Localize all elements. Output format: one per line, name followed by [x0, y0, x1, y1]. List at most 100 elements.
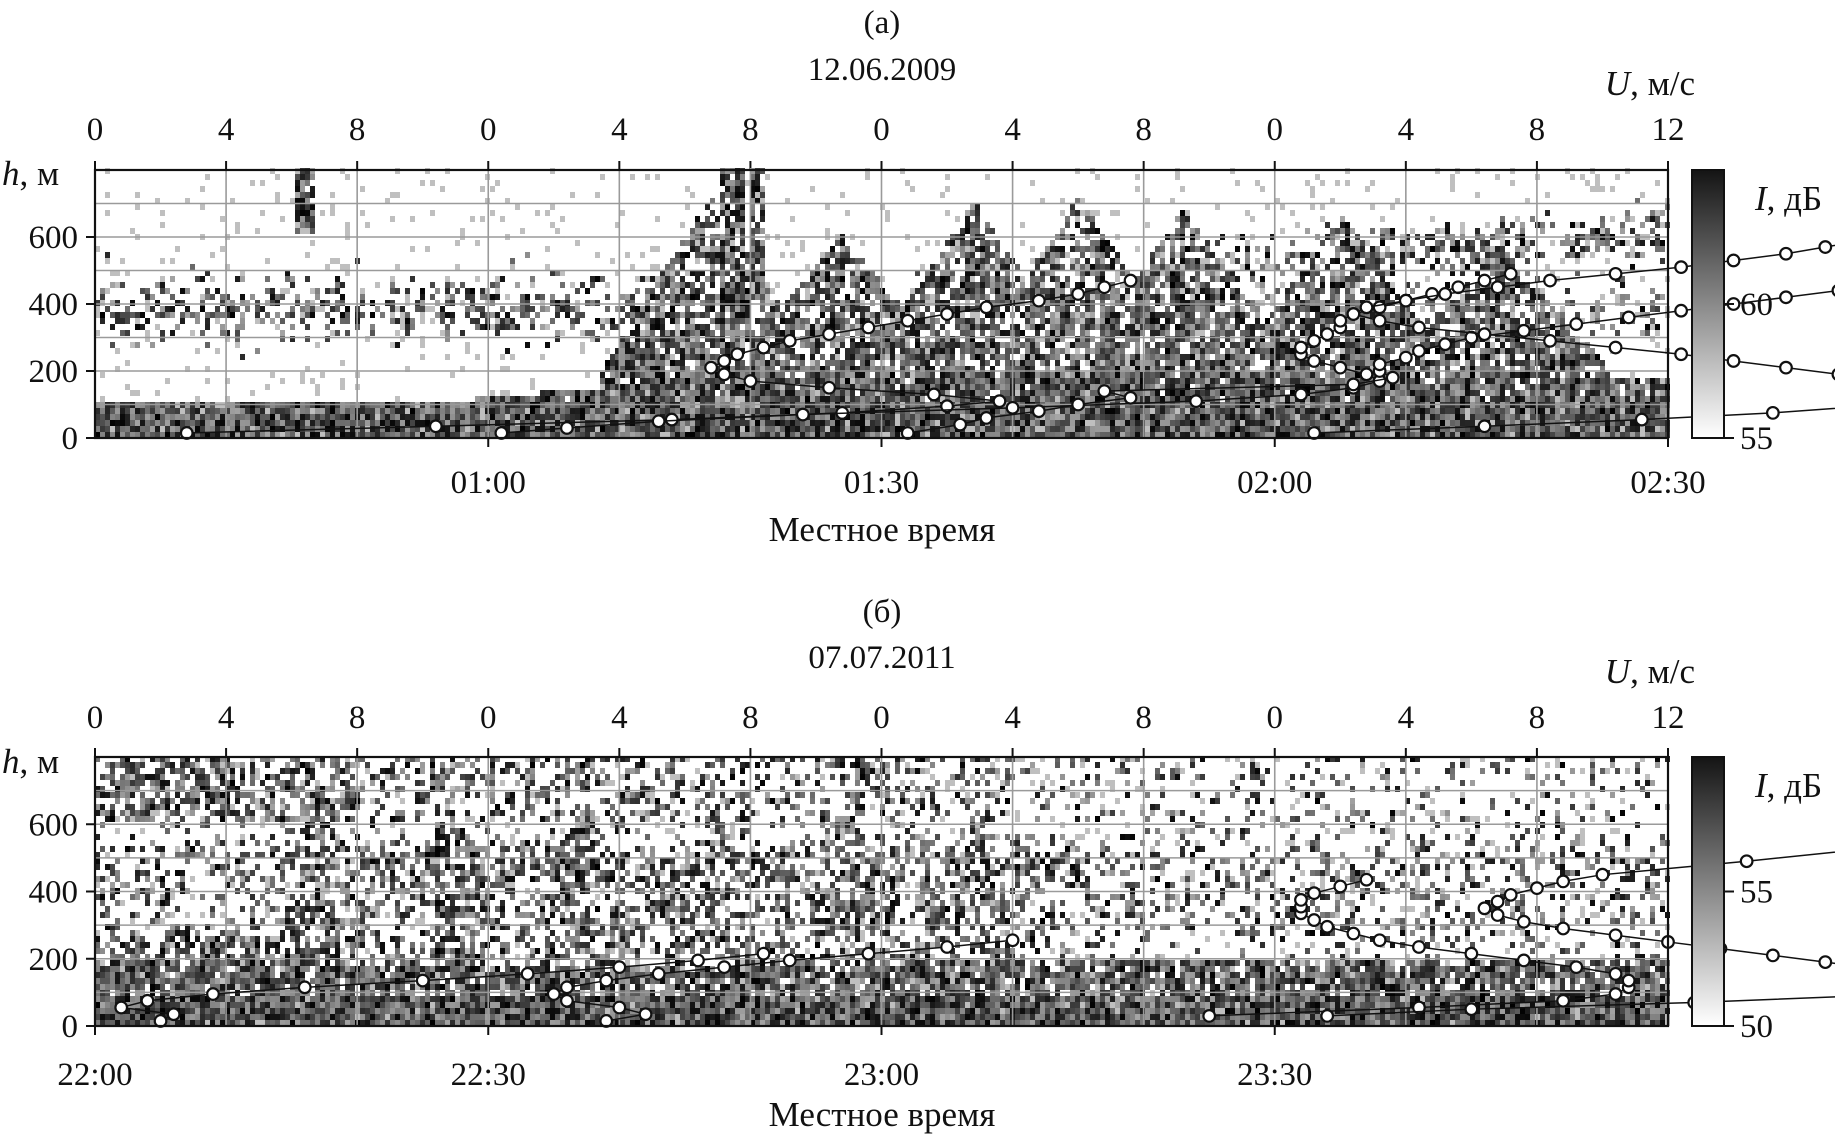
heatmap-cell [760, 264, 765, 270]
heatmap-cell [1000, 426, 1005, 432]
heatmap-cell [1260, 186, 1265, 192]
heatmap-cell [855, 258, 860, 264]
heatmap-cell [135, 204, 140, 210]
heatmap-cell [1165, 348, 1170, 354]
heatmap-cell [965, 282, 970, 288]
heatmap-cell [1170, 378, 1175, 384]
heatmap-cell [1230, 330, 1235, 336]
heatmap-cell [235, 324, 240, 330]
heatmap-cell [495, 180, 500, 186]
heatmap-cell [275, 420, 280, 426]
heatmap-cell [285, 420, 290, 426]
heatmap-cell [1235, 372, 1240, 378]
heatmap-cell [785, 360, 790, 366]
heatmap-cell [1035, 396, 1040, 402]
heatmap-cell [920, 342, 925, 348]
heatmap-cell [1175, 252, 1180, 258]
heatmap-cell [1040, 354, 1045, 360]
heatmap-cell [1075, 318, 1080, 324]
heatmap-cell [1020, 360, 1025, 366]
heatmap-cell [1190, 318, 1195, 324]
heatmap-cell [300, 180, 305, 186]
heatmap-cell [1085, 414, 1090, 420]
heatmap-cell [680, 252, 685, 258]
heatmap-cell [360, 210, 365, 216]
heatmap-cell [555, 306, 560, 312]
heatmap-cell [1180, 378, 1185, 384]
heatmap-cell [200, 294, 205, 300]
heatmap-cell [280, 216, 285, 222]
heatmap-cell [1135, 306, 1140, 312]
heatmap-cell [895, 378, 900, 384]
heatmap-cell [775, 408, 780, 414]
heatmap-cell [1205, 414, 1210, 420]
heatmap-cell [735, 276, 740, 282]
heatmap-cell [1170, 300, 1175, 306]
heatmap-cell [745, 258, 750, 264]
heatmap-cell [1060, 306, 1065, 312]
heatmap-cell [695, 384, 700, 390]
heatmap-cell [950, 384, 955, 390]
heatmap-cell [670, 426, 675, 432]
heatmap-cell [760, 210, 765, 216]
heatmap-cell [710, 390, 715, 396]
heatmap-cell [710, 300, 715, 306]
heatmap-cell [795, 306, 800, 312]
heatmap-cell [655, 312, 660, 318]
heatmap-cell [1180, 414, 1185, 420]
heatmap-cell [1225, 360, 1230, 366]
heatmap-cell [1245, 252, 1250, 258]
heatmap-cell [580, 282, 585, 288]
heatmap-cell [410, 414, 415, 420]
heatmap-cell [665, 378, 670, 384]
heatmap-cell [1240, 264, 1245, 270]
heatmap-cell [1180, 330, 1185, 336]
heatmap-cell [295, 426, 300, 432]
heatmap-cell [1260, 426, 1265, 432]
heatmap-cell [995, 246, 1000, 252]
heatmap-cell [1065, 252, 1070, 258]
heatmap-cell [1245, 354, 1250, 360]
heatmap-cell [845, 420, 850, 426]
heatmap-cell [1105, 312, 1110, 318]
heatmap-cell [335, 420, 340, 426]
heatmap-cell [425, 246, 430, 252]
heatmap-cell [940, 384, 945, 390]
heatmap-cell [1005, 354, 1010, 360]
heatmap-cell [1045, 252, 1050, 258]
heatmap-cell [800, 300, 805, 306]
heatmap-cell [1105, 372, 1110, 378]
heatmap-cell [115, 426, 120, 432]
heatmap-cell [980, 360, 985, 366]
heatmap-cell [1100, 264, 1105, 270]
heatmap-cell [505, 414, 510, 420]
heatmap-cell [1155, 420, 1160, 426]
heatmap-cell [680, 384, 685, 390]
heatmap-cell [945, 354, 950, 360]
heatmap-cell [955, 258, 960, 264]
heatmap-cell [770, 348, 775, 354]
heatmap-cell [110, 312, 115, 318]
heatmap-cell [630, 312, 635, 318]
heatmap-cell [685, 390, 690, 396]
heatmap-cell [475, 306, 480, 312]
heatmap-cell [1145, 354, 1150, 360]
heatmap-cell [1145, 324, 1150, 330]
heatmap-cell [325, 300, 330, 306]
heatmap-cell [1160, 258, 1165, 264]
heatmap-cell [1155, 414, 1160, 420]
heatmap-cell [1130, 330, 1135, 336]
heatmap-cell [1160, 372, 1165, 378]
heatmap-cell [510, 264, 515, 270]
heatmap-cell [840, 240, 845, 246]
heatmap-cell [1230, 294, 1235, 300]
heatmap-cell [1200, 330, 1205, 336]
heatmap-cell [1100, 408, 1105, 414]
heatmap-cell [520, 396, 525, 402]
heatmap-cell [780, 396, 785, 402]
heatmap-cell [725, 390, 730, 396]
heatmap-cell [1170, 420, 1175, 426]
heatmap-cell [1070, 372, 1075, 378]
heatmap-cell [1025, 306, 1030, 312]
heatmap-cell [1085, 258, 1090, 264]
